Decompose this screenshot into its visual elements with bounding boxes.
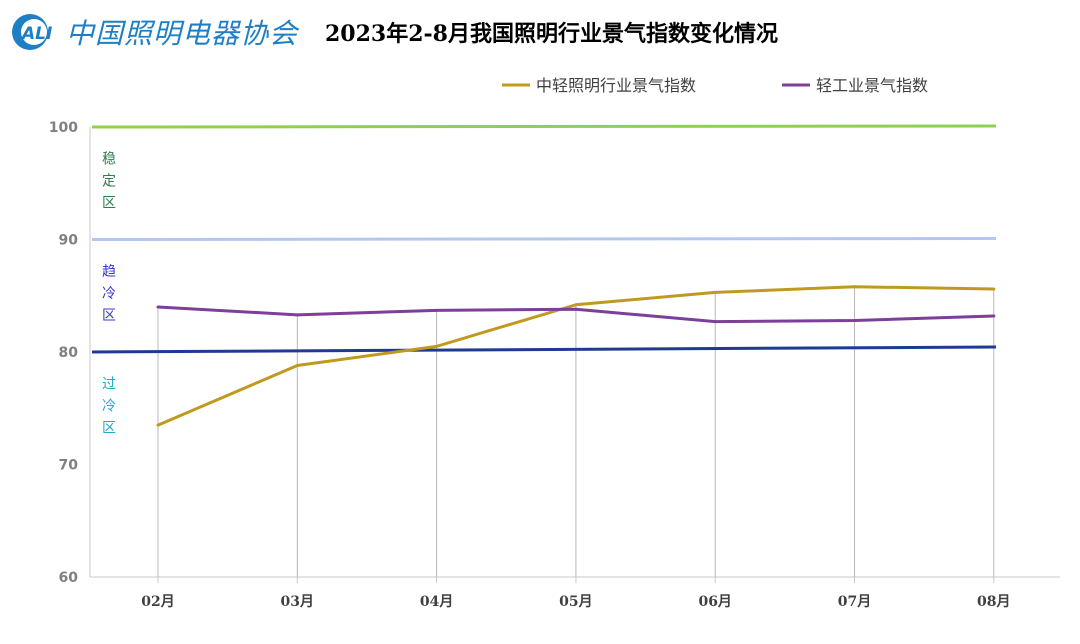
data-point bbox=[156, 305, 160, 309]
zone-label-char: 过 bbox=[102, 376, 116, 392]
zone-label-char: 冷 bbox=[102, 398, 116, 414]
y-tick-label-70: 70 bbox=[59, 458, 79, 474]
data-point bbox=[295, 313, 299, 317]
zone-label-1: 趋冷区 bbox=[102, 264, 116, 324]
x-tick-label-08月: 08月 bbox=[977, 594, 1010, 610]
legend-label-0: 中轻照明行业景气指数 bbox=[536, 76, 696, 95]
reference-line-90 bbox=[91, 237, 997, 241]
data-point bbox=[435, 308, 439, 312]
data-point bbox=[853, 285, 856, 289]
data-point bbox=[713, 290, 717, 294]
y-tick-label-80: 80 bbox=[59, 345, 79, 361]
zone-label-char: 冷 bbox=[102, 286, 116, 302]
data-point bbox=[435, 344, 439, 348]
data-point bbox=[853, 319, 856, 322]
x-tick-label-05月: 05月 bbox=[559, 594, 592, 610]
header: ALI 中国照明电器协会 2023年2-8月我国照明行业景气指数变化情况 bbox=[0, 0, 1080, 70]
x-tick-label-06月: 06月 bbox=[698, 594, 731, 610]
data-point bbox=[574, 303, 578, 307]
y-tick-label-60: 60 bbox=[59, 570, 79, 586]
logo-abbr: ALI bbox=[20, 24, 52, 44]
zone-label-char: 区 bbox=[102, 195, 116, 211]
data-point bbox=[574, 307, 578, 311]
zone-label-char: 区 bbox=[102, 308, 116, 324]
y-tick-label-90: 90 bbox=[59, 233, 79, 249]
chart-title: 2023年2-8月我国照明行业景气指数变化情况 bbox=[325, 21, 778, 47]
data-point bbox=[992, 314, 996, 318]
reference-line-80 bbox=[91, 345, 997, 354]
x-tick-label-03月: 03月 bbox=[281, 594, 314, 610]
zone-label-2: 过冷区 bbox=[102, 376, 116, 436]
zone-label-char: 区 bbox=[102, 420, 116, 436]
zone-label-char: 趋 bbox=[102, 264, 116, 280]
data-point bbox=[992, 287, 996, 291]
data-point bbox=[156, 423, 160, 427]
x-tick-label-04月: 04月 bbox=[420, 594, 453, 610]
logo-icon: ALI bbox=[12, 14, 52, 50]
zone-label-0: 稳定区 bbox=[102, 151, 116, 211]
x-tick-label-02月: 02月 bbox=[141, 594, 174, 610]
x-tick-label-07月: 07月 bbox=[838, 594, 871, 610]
reference-line-100 bbox=[91, 124, 997, 129]
legend-label-1: 轻工业景气指数 bbox=[816, 76, 928, 95]
zone-label-char: 稳 bbox=[102, 151, 116, 167]
logo-text: 中国照明电器协会 bbox=[66, 17, 299, 50]
data-point bbox=[713, 320, 717, 324]
zone-label-char: 定 bbox=[102, 173, 116, 189]
y-tick-label-100: 100 bbox=[49, 120, 78, 136]
data-point bbox=[295, 364, 299, 367]
